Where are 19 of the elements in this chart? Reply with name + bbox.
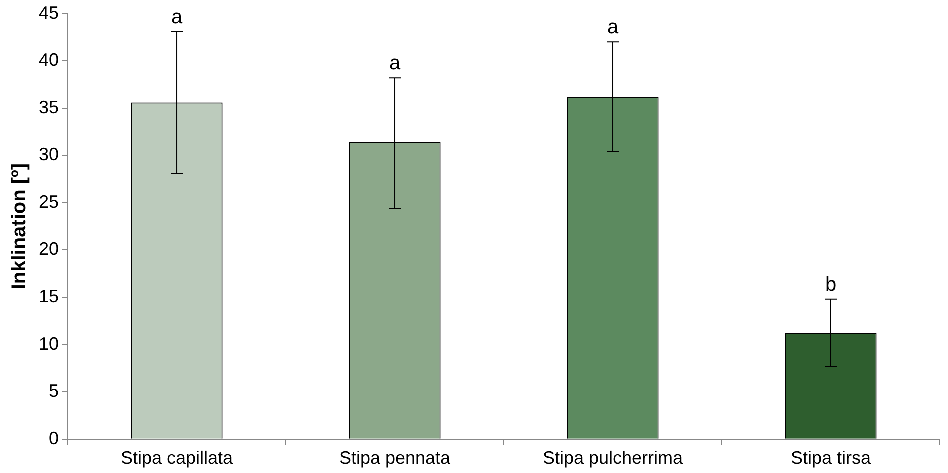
y-tick-label: 15	[38, 286, 60, 306]
y-tick-label: 40	[38, 50, 60, 70]
annotation: a	[607, 16, 620, 39]
y-tick-label: 10	[38, 334, 60, 354]
annotation: a	[171, 6, 184, 28]
x-tick-label: Stipa capillata	[120, 448, 234, 468]
x-tick-label: Stipa pennata	[339, 448, 452, 468]
y-tick-label: 30	[38, 144, 60, 165]
x-tick-label: Stipa tirsa	[790, 448, 872, 468]
annotation: a	[389, 52, 402, 75]
y-tick-label: 20	[38, 239, 60, 260]
y-tick-label: 0	[49, 428, 60, 448]
y-tick-label: 45	[38, 2, 60, 23]
y-tick-label: 5	[49, 381, 60, 402]
y-tick-label: 35	[38, 97, 60, 118]
y-axis-title: Inklination [º]	[8, 164, 31, 290]
x-tick-label: Stipa pulcherrima	[542, 448, 684, 468]
y-tick-label: 25	[38, 192, 60, 212]
annotation: b	[825, 274, 837, 296]
